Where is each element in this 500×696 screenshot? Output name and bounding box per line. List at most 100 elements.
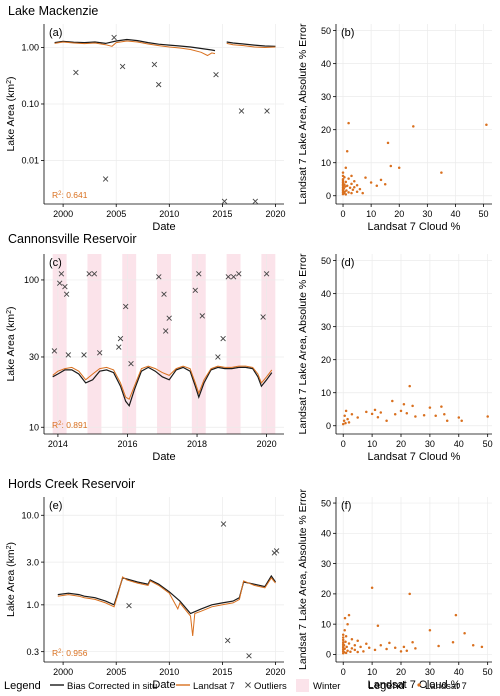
x-tick-label: 40 <box>454 439 464 449</box>
scatter-point <box>343 647 346 650</box>
y-tick-label: 40 <box>321 529 331 539</box>
scatter-point <box>349 650 352 653</box>
outlier-stroke <box>126 602 132 609</box>
x-axis-title: Date <box>152 451 175 463</box>
scatter-point <box>454 613 458 617</box>
scatter-point <box>373 648 377 652</box>
scatter-point <box>379 644 383 647</box>
x-tick-label: 0 <box>341 667 346 677</box>
x-tick-label: 2020 <box>265 667 285 677</box>
insitu-series-line <box>54 38 216 52</box>
y-tick-label: 1.00 <box>21 43 39 53</box>
y-tick-label: 50 <box>321 498 331 508</box>
y-tick-label: 10 <box>321 388 331 398</box>
scatter-point <box>434 414 437 418</box>
landsat-series-line <box>54 40 216 57</box>
panel-label: (a) <box>49 27 62 39</box>
x-tick-label: 50 <box>483 667 493 677</box>
scatter-point <box>480 645 484 649</box>
outlier-marker <box>116 344 122 350</box>
y-tick-label: 30 <box>321 92 331 102</box>
y-tick-label: 0.01 <box>21 156 39 166</box>
r-squared-prefix: R <box>52 648 58 658</box>
y-tick-label: 0 <box>326 650 331 660</box>
x-axis-title: Landsat 7 Cloud % <box>368 451 461 463</box>
scatter-point <box>342 651 346 654</box>
outlier-marker <box>264 108 270 114</box>
x-tick-label: 30 <box>425 667 435 677</box>
outlier-stroke <box>96 350 103 356</box>
r-squared-label: R2: 0.891 <box>52 420 88 430</box>
outlier-stroke <box>58 271 65 277</box>
scatter-point <box>386 141 390 145</box>
scatter-point <box>343 616 347 620</box>
x-axis-title: Landsat 7 Cloud % <box>368 221 461 233</box>
outlier-marker <box>133 14 138 19</box>
y-tick-label: 30 <box>29 352 39 362</box>
scatter-point <box>344 180 348 184</box>
outlier-marker <box>252 198 259 204</box>
scatter-point <box>364 176 367 179</box>
outlier-stroke <box>63 291 70 297</box>
outlier-marker <box>151 61 158 68</box>
scatter-point <box>342 644 346 647</box>
scatter-point <box>348 186 352 190</box>
x-axis-title: Date <box>152 679 175 691</box>
legend-landsat-point <box>417 683 421 687</box>
scatter-point <box>341 636 345 639</box>
scatter-point <box>428 406 432 409</box>
y-axis-title-text: Landsat 7 Lake Area, Absolute % Error <box>297 489 309 670</box>
scatter-point <box>365 642 368 646</box>
panel-label: (f) <box>341 500 351 512</box>
r-squared-value: : 0.956 <box>61 648 87 658</box>
x-tick-label: 2018 <box>187 439 207 449</box>
scatter-point <box>422 413 426 417</box>
scatter-point <box>346 649 349 653</box>
outlier-marker <box>119 63 126 70</box>
outlier-marker <box>117 335 124 342</box>
x-tick-label: 2005 <box>106 667 126 677</box>
plot-data <box>54 14 276 204</box>
scatter-point <box>350 191 353 195</box>
x-tick-label: 2000 <box>53 209 73 219</box>
scatter-point <box>347 613 351 617</box>
landsat-series-line <box>226 42 276 49</box>
scatter-point <box>414 647 417 650</box>
winter-band <box>122 254 137 434</box>
outlier-marker <box>196 271 202 277</box>
y-axis-title-end: ) <box>5 306 17 310</box>
scatter-point <box>347 121 350 125</box>
panel-label: (b) <box>341 27 354 39</box>
outlier-marker <box>128 360 134 367</box>
y-tick-label: 0.3 <box>26 647 39 657</box>
y-axis-title: Landsat 7 Lake Area, Absolute % Error <box>297 23 309 204</box>
scatter-point <box>345 645 348 649</box>
plot-data <box>57 521 280 659</box>
scatter-point <box>343 628 346 632</box>
scatter-point <box>457 416 461 419</box>
scatter-point <box>351 188 355 192</box>
scatter-point <box>391 399 394 403</box>
scatter-point <box>343 190 346 194</box>
outlier-stroke <box>273 548 280 554</box>
scatter-point <box>347 421 351 424</box>
outlier-stroke <box>161 291 167 297</box>
panel-label: (e) <box>49 500 62 512</box>
scatter-point <box>341 633 345 637</box>
outlier-stroke <box>252 198 259 204</box>
outlier-stroke <box>111 34 117 41</box>
scatter-point <box>399 650 403 653</box>
outlier-stroke <box>246 653 252 659</box>
scatter-point <box>341 171 345 174</box>
scatter-point <box>376 415 380 419</box>
outlier-marker <box>156 274 162 280</box>
x-tick-label: 40 <box>450 209 460 219</box>
r-squared-sup: 2 <box>58 421 62 427</box>
winter-band <box>191 254 206 434</box>
outlier-marker <box>221 198 228 204</box>
y-axis-title-sup: 2 <box>6 545 13 549</box>
y-tick-label: 0 <box>326 191 331 201</box>
outlier-stroke <box>133 14 138 19</box>
